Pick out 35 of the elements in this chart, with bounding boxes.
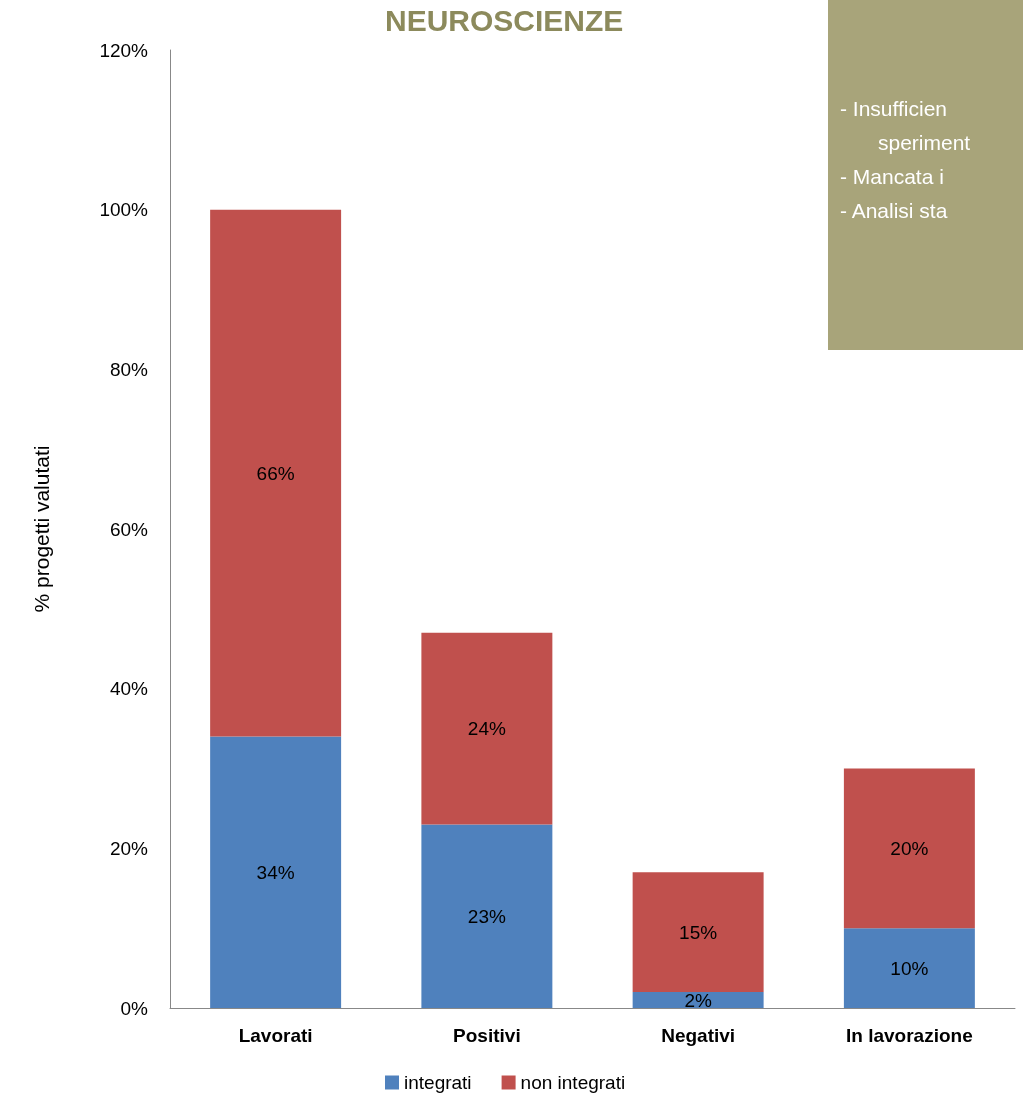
- y-tick-label: 0%: [120, 997, 149, 1019]
- x-tick-label: Lavorati: [238, 1025, 313, 1046]
- data-label: 24%: [467, 718, 506, 740]
- y-tick-label: 100%: [99, 199, 149, 221]
- bar: [843, 928, 975, 1008]
- y-tick-label: 40%: [109, 678, 149, 700]
- x-tick-label: Positivi: [453, 1025, 521, 1046]
- bar: [632, 992, 764, 1008]
- y-axis-title: % progetti valutati: [30, 445, 53, 613]
- bar: [210, 736, 342, 1008]
- y-tick-label: 20%: [109, 837, 149, 859]
- y-tick-label: 120%: [99, 39, 149, 61]
- annotation: - Analisi sta: [840, 198, 949, 224]
- chart-title: NEUROSCIENZE: [385, 3, 624, 37]
- bar: [632, 872, 764, 993]
- data-label: 15%: [679, 921, 718, 943]
- legend-label: non integrati: [520, 1072, 626, 1093]
- legend-label: integrati: [404, 1072, 472, 1093]
- annotation: speriment: [877, 130, 972, 156]
- annotation: - Insufficien: [840, 96, 948, 122]
- data-label: 20%: [890, 837, 929, 859]
- annotation: - Mancata i: [840, 164, 945, 190]
- x-tick-label: In lavorazione: [846, 1025, 973, 1046]
- bar: [210, 209, 342, 737]
- y-tick-label: 80%: [109, 358, 149, 380]
- data-label: 34%: [256, 861, 295, 883]
- data-label: 66%: [256, 462, 295, 484]
- data-label: 23%: [467, 905, 506, 927]
- data-label: 2%: [684, 989, 712, 1011]
- bar: [843, 768, 975, 929]
- y-tick-label: 60%: [109, 518, 149, 540]
- bar: [421, 632, 553, 825]
- bar: [421, 824, 553, 1008]
- data-label: 10%: [890, 957, 929, 979]
- x-tick-label: Negativi: [661, 1025, 736, 1046]
